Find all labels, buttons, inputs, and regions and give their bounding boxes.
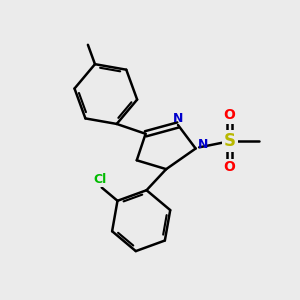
Text: N: N <box>198 139 208 152</box>
Text: O: O <box>224 160 236 174</box>
Text: Cl: Cl <box>94 173 107 186</box>
Text: S: S <box>224 132 236 150</box>
Text: O: O <box>224 108 236 122</box>
Text: N: N <box>173 112 184 125</box>
